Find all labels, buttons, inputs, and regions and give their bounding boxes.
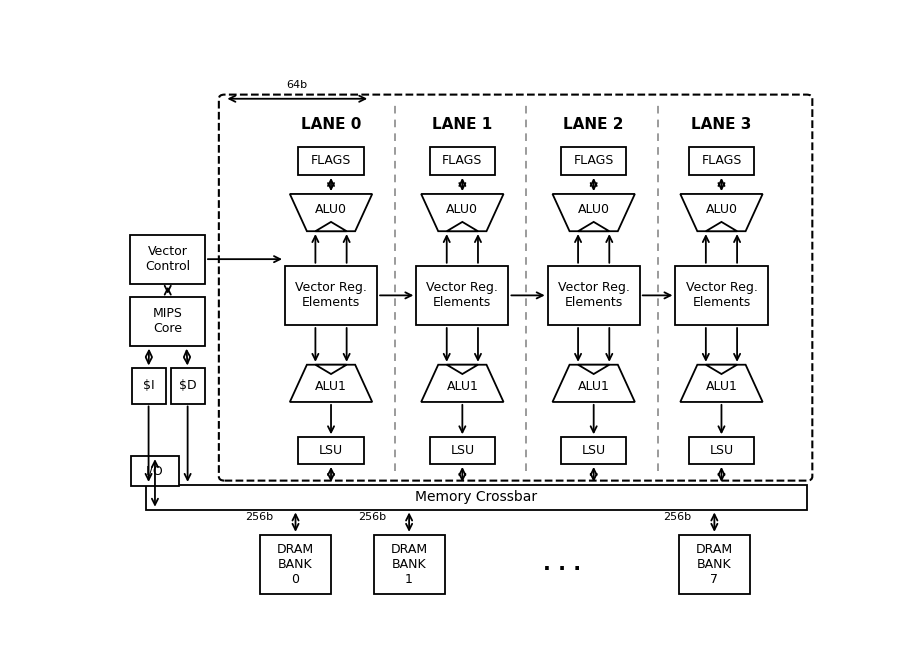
Bar	[679, 535, 750, 594]
Text: Vector Reg.
Elements: Vector Reg. Elements	[685, 282, 758, 309]
Bar	[430, 146, 495, 175]
Bar	[299, 146, 364, 175]
Text: LSU: LSU	[582, 444, 605, 457]
Text: ALU1: ALU1	[578, 380, 610, 393]
Text: FLAGS: FLAGS	[573, 155, 614, 167]
Text: FLAGS: FLAGS	[442, 155, 483, 167]
Text: FLAGS: FLAGS	[702, 155, 742, 167]
Text: Vector Reg.
Elements: Vector Reg. Elements	[558, 282, 629, 309]
Bar	[130, 235, 205, 284]
Text: ALU0: ALU0	[315, 203, 347, 216]
Text: ALU0: ALU0	[705, 203, 737, 216]
Text: ALU1: ALU1	[705, 380, 737, 393]
Text: LANE 1: LANE 1	[432, 117, 493, 132]
Polygon shape	[315, 222, 346, 231]
Text: LSU: LSU	[319, 444, 344, 457]
Bar	[689, 146, 754, 175]
Text: ALU0: ALU0	[578, 203, 610, 216]
Text: LANE 3: LANE 3	[692, 117, 752, 132]
Polygon shape	[578, 222, 609, 231]
Polygon shape	[706, 365, 737, 374]
Polygon shape	[681, 365, 763, 402]
Bar	[416, 265, 508, 325]
Text: LANE 2: LANE 2	[563, 117, 624, 132]
Bar	[689, 437, 754, 464]
Bar	[299, 437, 364, 464]
Bar	[561, 437, 627, 464]
Bar	[548, 265, 639, 325]
Text: Vector
Control: Vector Control	[145, 245, 191, 273]
Bar	[260, 535, 331, 594]
Polygon shape	[681, 194, 763, 231]
Text: LANE 0: LANE 0	[300, 117, 361, 132]
Bar	[132, 368, 166, 403]
Text: DRAM
BANK
7: DRAM BANK 7	[696, 543, 733, 586]
Text: 256b: 256b	[245, 512, 273, 522]
Polygon shape	[578, 365, 609, 374]
Bar	[561, 146, 627, 175]
Text: . . .: . . .	[542, 554, 581, 575]
Text: MIPS
Core: MIPS Core	[153, 307, 182, 335]
Bar	[131, 456, 180, 487]
Text: Memory Crossbar: Memory Crossbar	[416, 490, 538, 504]
Polygon shape	[706, 222, 737, 231]
Text: 256b: 256b	[358, 512, 387, 522]
Text: 64b: 64b	[287, 81, 308, 91]
Text: ALU1: ALU1	[446, 380, 478, 393]
Polygon shape	[289, 194, 372, 231]
Polygon shape	[421, 365, 504, 402]
Bar	[374, 535, 444, 594]
Text: FLAGS: FLAGS	[311, 155, 351, 167]
Text: Vector Reg.
Elements: Vector Reg. Elements	[295, 282, 367, 309]
Polygon shape	[552, 365, 635, 402]
Text: 256b: 256b	[663, 512, 692, 522]
Polygon shape	[289, 365, 372, 402]
Text: I/O: I/O	[146, 465, 164, 478]
Bar	[285, 265, 377, 325]
Polygon shape	[552, 194, 635, 231]
Polygon shape	[447, 222, 478, 231]
Polygon shape	[315, 365, 346, 374]
Polygon shape	[447, 365, 478, 374]
Bar	[170, 368, 204, 403]
Text: Vector Reg.
Elements: Vector Reg. Elements	[427, 282, 498, 309]
Text: ALU1: ALU1	[315, 380, 347, 393]
Text: DRAM
BANK
0: DRAM BANK 0	[277, 543, 314, 586]
Bar	[147, 485, 807, 509]
Text: ALU0: ALU0	[446, 203, 478, 216]
Bar	[130, 296, 205, 346]
Bar	[675, 265, 768, 325]
Bar	[430, 437, 495, 464]
Text: $I: $I	[143, 380, 155, 392]
Text: LSU: LSU	[709, 444, 734, 457]
Polygon shape	[421, 194, 504, 231]
Text: DRAM
BANK
1: DRAM BANK 1	[390, 543, 428, 586]
Text: LSU: LSU	[451, 444, 474, 457]
Text: $D: $D	[179, 380, 196, 392]
